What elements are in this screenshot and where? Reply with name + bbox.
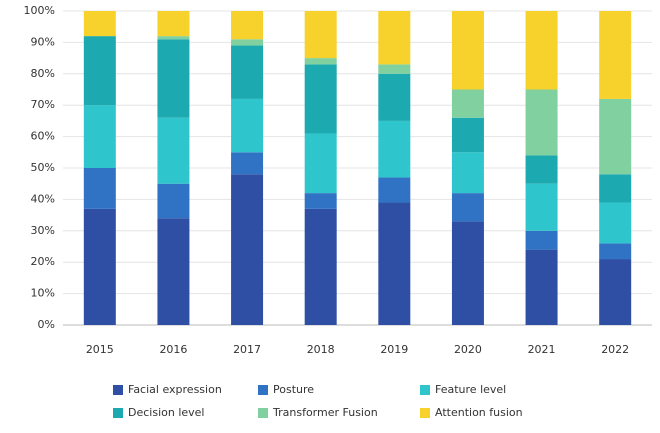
bar-segment — [157, 218, 190, 325]
bar-segment — [378, 73, 411, 121]
bar-segment — [525, 11, 558, 90]
bar-segment — [599, 202, 632, 244]
bar-segment — [599, 98, 632, 175]
y-tick-label: 50% — [31, 161, 55, 174]
y-tick-label: 40% — [31, 192, 55, 205]
bar-segment — [599, 259, 632, 325]
y-tick-label: 80% — [31, 67, 55, 80]
bar-segment — [83, 168, 116, 209]
legend-swatch — [420, 408, 430, 418]
bar-segment — [231, 45, 264, 99]
legend-swatch — [420, 385, 430, 395]
bar-segment — [157, 11, 190, 37]
y-tick-label: 30% — [31, 224, 55, 237]
bar-segment — [83, 36, 116, 106]
x-tick-label: 2017 — [233, 343, 261, 356]
legend-swatch — [113, 385, 123, 395]
bar-segment — [525, 230, 558, 250]
bar-segment — [378, 11, 411, 65]
legend-label: Feature level — [435, 383, 506, 396]
bar-segment — [157, 117, 190, 184]
bar-segment — [378, 64, 411, 74]
bar-segment — [451, 11, 484, 90]
bar-segment — [231, 174, 264, 325]
bar-segment — [304, 193, 337, 209]
bar-segment — [304, 133, 337, 194]
bar-segment — [157, 36, 190, 40]
bar-segment — [525, 155, 558, 184]
bar-segment — [599, 174, 632, 203]
bar-segment — [157, 39, 190, 118]
x-tick-label: 2021 — [528, 343, 556, 356]
y-tick-label: 10% — [31, 287, 55, 300]
bar-segment — [378, 120, 411, 178]
bar-segment — [83, 208, 116, 325]
legend-swatch — [258, 385, 268, 395]
legend-swatch — [258, 408, 268, 418]
bar-segment — [231, 152, 264, 175]
legend-label: Attention fusion — [435, 406, 523, 419]
bar-segment — [525, 249, 558, 325]
bar-segment — [451, 152, 484, 194]
legend-label: Transformer Fusion — [272, 406, 378, 419]
x-tick-label: 2018 — [307, 343, 335, 356]
bar-segment — [525, 183, 558, 231]
x-tick-label: 2015 — [86, 343, 114, 356]
bar-segment — [599, 11, 632, 99]
bar-segment — [157, 183, 190, 219]
bar-segment — [378, 202, 411, 325]
bar-segment — [231, 39, 264, 46]
x-tick-label: 2019 — [380, 343, 408, 356]
bar-segment — [83, 105, 116, 168]
x-tick-label: 2022 — [601, 343, 629, 356]
bar-segment — [451, 117, 484, 153]
x-tick-label: 2020 — [454, 343, 482, 356]
bar-segment — [83, 11, 116, 37]
legend-label: Decision level — [128, 406, 204, 419]
bar-segment — [304, 208, 337, 325]
bar-segment — [231, 98, 264, 153]
bar-segment — [378, 177, 411, 203]
bar-segment — [304, 64, 337, 134]
bar-segment — [451, 89, 484, 118]
y-tick-label: 70% — [31, 98, 55, 111]
legend-label: Facial expression — [128, 383, 222, 396]
bar-segment — [599, 243, 632, 260]
legend-label: Posture — [273, 383, 314, 396]
bar-segment — [304, 11, 337, 59]
y-tick-label: 100% — [24, 4, 55, 17]
bar-segment — [451, 193, 484, 222]
x-tick-label: 2016 — [159, 343, 187, 356]
y-tick-label: 20% — [31, 255, 55, 268]
y-tick-label: 0% — [38, 318, 55, 331]
bar-segment — [525, 89, 558, 156]
bar-segment — [451, 221, 484, 325]
y-tick-label: 90% — [31, 35, 55, 48]
legend-swatch — [113, 408, 123, 418]
y-tick-label: 60% — [31, 130, 55, 143]
bar-segment — [304, 58, 337, 65]
bar-segment — [231, 11, 264, 40]
